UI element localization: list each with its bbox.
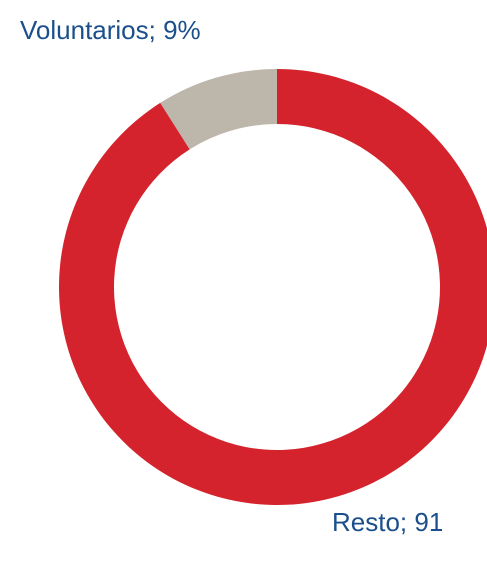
data-label: Resto; 91 [332,507,443,537]
donut-slice [160,69,277,150]
donut-slice [59,69,487,505]
data-label: Voluntarios; 9% [20,15,201,45]
